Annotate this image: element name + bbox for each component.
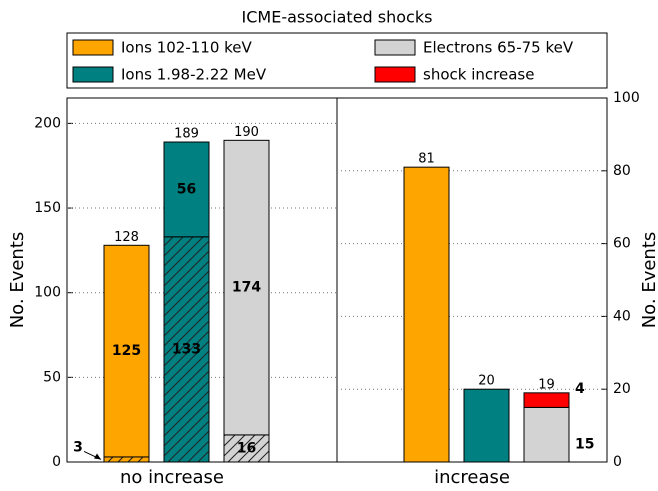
bar-segment xyxy=(523,406,570,463)
y-axis-label: No. Events xyxy=(639,232,658,329)
legend-swatch xyxy=(374,39,416,56)
segment-label: 133 xyxy=(172,341,201,357)
bar-segment xyxy=(223,139,270,436)
y-tick-label: 50 xyxy=(43,369,61,385)
bar-segment xyxy=(103,244,150,458)
y-tick-label: 40 xyxy=(613,308,631,324)
annotation-arrowhead xyxy=(94,453,101,460)
segment-label: 3 xyxy=(73,439,83,455)
x-tick-label: no increase xyxy=(120,467,224,488)
y-axis-label: No. Events xyxy=(7,232,28,329)
legend-swatch xyxy=(374,66,416,83)
segment-label: 174 xyxy=(232,280,261,296)
y-tick-label: 0 xyxy=(613,454,622,470)
bar-segment xyxy=(403,166,450,463)
legend-label: shock increase xyxy=(423,66,534,84)
y-tick-label: 100 xyxy=(613,90,640,106)
legend-label: Ions 1.98-2.22 MeV xyxy=(121,66,267,84)
legend-label: Ions 102-110 keV xyxy=(121,39,253,57)
total-label: 20 xyxy=(478,374,495,389)
y-tick-label: 200 xyxy=(34,115,61,131)
chart-title: ICME-associated shocks xyxy=(242,8,433,27)
total-label: 190 xyxy=(234,125,259,140)
y-tick-label: 0 xyxy=(52,454,61,470)
legend-swatch xyxy=(72,39,114,56)
y-tick-label: 20 xyxy=(613,381,631,397)
bar-segment xyxy=(463,388,510,463)
legend-swatch xyxy=(72,66,114,83)
bar-segment xyxy=(163,141,210,238)
segment-label: 15 xyxy=(575,437,594,453)
y-tick-label: 100 xyxy=(34,285,61,301)
total-label: 189 xyxy=(174,127,199,142)
bar-segment xyxy=(223,434,270,463)
bar-segment xyxy=(523,392,570,408)
y-tick-label: 150 xyxy=(34,200,61,216)
segment-label: 125 xyxy=(112,343,141,359)
y-tick-label: 80 xyxy=(613,163,631,179)
bar-segment xyxy=(103,456,150,463)
x-tick-label: increase xyxy=(434,467,510,488)
segment-label: 56 xyxy=(177,181,196,197)
total-label: 81 xyxy=(418,152,435,167)
segment-label: 16 xyxy=(237,440,256,456)
total-label: 128 xyxy=(114,230,139,245)
total-label: 19 xyxy=(538,377,555,392)
legend-label: Electrons 65-75 keV xyxy=(423,39,574,57)
y-tick-label: 60 xyxy=(613,236,631,252)
segment-label: 4 xyxy=(575,381,585,397)
legend-box xyxy=(66,32,608,89)
